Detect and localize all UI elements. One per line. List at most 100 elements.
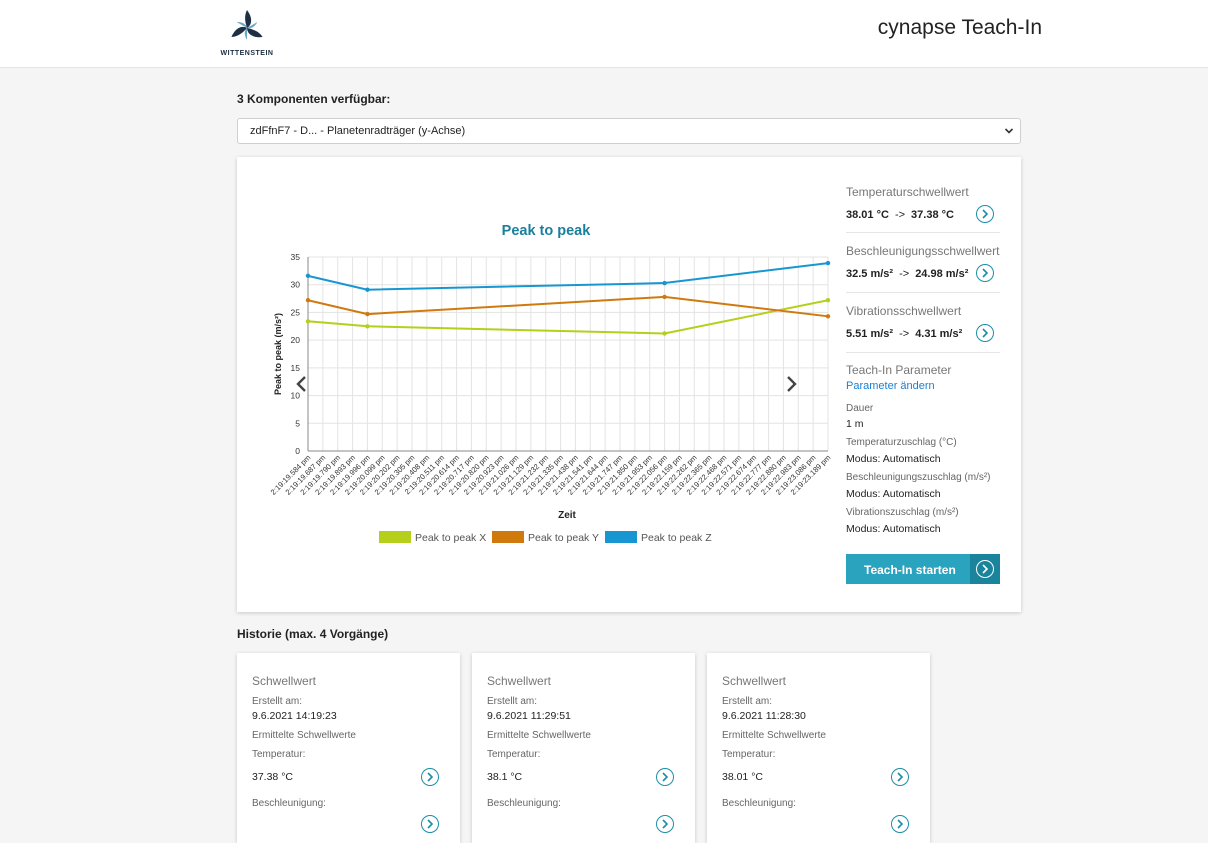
y-tick-label: 35: [291, 252, 301, 262]
chevron-right-icon[interactable]: [784, 375, 798, 393]
history-card-title: Schwellwert: [722, 674, 787, 688]
vibration-threshold-title: Vibrationsschwellwert: [846, 304, 962, 318]
x-axis-label: Zeit: [558, 510, 576, 521]
data-point: [662, 280, 667, 286]
y-tick-label: 0: [295, 446, 300, 456]
y-tick-label: 10: [291, 391, 301, 401]
series-line: [307, 299, 829, 335]
data-point: [662, 331, 667, 336]
wittenstein-logo[interactable]: WITTENSTEIN: [215, 6, 279, 62]
acceleration-label: Beschleunigung:: [252, 798, 326, 809]
chevron-right-circle-icon: [662, 772, 669, 782]
temperature-to: 37.38 °C: [911, 209, 954, 221]
history-card: Schwellwert Erstellt am: 9.6.2021 11:28:…: [707, 653, 930, 843]
acceleration-to: 24.98 m/s²: [915, 268, 969, 280]
created-label: Erstellt am:: [487, 696, 538, 707]
acceleration-detail-button[interactable]: [891, 815, 909, 833]
acceleration-from: 32.5 m/s²: [846, 268, 894, 280]
app-title: cynapse Teach-In: [877, 16, 1042, 39]
legend-swatch: [605, 531, 637, 543]
component-select-value: zdFfnF7 - D... - Planetenradträger (y-Ac…: [250, 125, 466, 137]
chart-title: Peak to peak: [502, 223, 592, 239]
components-label: 3 Komponenten verfügbar:: [237, 92, 391, 106]
divider: [846, 352, 1000, 353]
data-point: [305, 273, 311, 279]
start-teach-in-label: Teach-In starten: [864, 563, 956, 577]
data-point: [365, 287, 370, 292]
chevron-right-circle-icon: [427, 772, 434, 782]
acceleration-surcharge-value: Modus: Automatisch: [846, 488, 941, 500]
arrow-text: ->: [899, 328, 910, 340]
created-value: 9.6.2021 11:29:51: [487, 710, 571, 722]
chevron-right-circle-icon: [976, 560, 994, 578]
acceleration-threshold-title: Beschleunigungsschwellwert: [846, 244, 1000, 258]
temperature-label: Temperatur:: [722, 749, 776, 760]
chevron-right-circle-icon: [427, 819, 434, 829]
history-card: Schwellwert Erstellt am: 9.6.2021 11:29:…: [472, 653, 695, 843]
determined-thresholds-label: Ermittelte Schwellwerte: [252, 730, 356, 741]
created-value: 9.6.2021 11:28:30: [722, 710, 806, 722]
chevron-right-circle-icon: [897, 819, 904, 829]
temperature-label: Temperatur:: [487, 749, 541, 760]
legend-swatch: [379, 531, 411, 543]
x-axis-ticks: 2:19:19.584 pm2:19:19.687 pm2:19:19.790 …: [269, 453, 833, 497]
temperature-value: 38.1 °C: [487, 771, 523, 783]
temperature-detail-button[interactable]: [656, 768, 674, 786]
data-point: [365, 324, 370, 329]
y-tick-label: 30: [291, 280, 301, 290]
legend-label: Peak to peak Y: [528, 532, 599, 544]
determined-thresholds-label: Ermittelte Schwellwerte: [487, 730, 591, 741]
teach-in-parameter-title: Teach-In Parameter: [846, 363, 952, 377]
chart-legend: Peak to peak X Peak to peak Y Peak to peak…: [379, 531, 712, 544]
start-teach-in-button[interactable]: Teach-In starten: [846, 554, 1000, 584]
y-axis-ticks: 0 5 10 15 20 25 30 35: [291, 252, 301, 456]
data-point: [662, 294, 667, 300]
created-label: Erstellt am:: [252, 696, 303, 707]
data-point: [305, 298, 311, 303]
created-label: Erstellt am:: [722, 696, 773, 707]
temperature-detail-button[interactable]: [891, 768, 909, 786]
acceleration-detail-button[interactable]: [656, 815, 674, 833]
acceleration-detail-button[interactable]: [421, 815, 439, 833]
history-card: Schwellwert Erstellt am: 9.6.2021 14:19:…: [237, 653, 460, 843]
series-line: [307, 262, 829, 291]
chevron-left-icon[interactable]: [295, 375, 309, 393]
chevron-right-circle-icon: [982, 268, 989, 278]
temperature-from: 38.01 °C: [846, 209, 889, 221]
arrow-text: ->: [894, 209, 906, 221]
data-point: [825, 260, 831, 266]
acceleration-label: Beschleunigung:: [722, 798, 796, 809]
y-tick-label: 20: [291, 335, 301, 345]
start-teach-in-arrow: [970, 554, 1000, 584]
acceleration-label: Beschleunigung:: [487, 798, 561, 809]
legend-label: Peak to peak Z: [641, 532, 712, 544]
history-label: Historie (max. 4 Vorgänge): [237, 627, 389, 641]
app-header: WITTENSTEIN cynapse Teach-In: [0, 0, 1208, 68]
divider: [846, 232, 1000, 233]
chevron-right-circle-icon: [982, 328, 989, 338]
legend-label: Peak to peak X: [415, 532, 486, 544]
data-point: [365, 311, 370, 317]
component-select[interactable]: zdFfnF7 - D... - Planetenradträger (y-Ac…: [237, 118, 1021, 144]
history-card-title: Schwellwert: [252, 674, 317, 688]
chevron-right-circle-icon: [982, 209, 989, 219]
acceleration-surcharge-label: Beschleunigungszuschlag (m/s²): [846, 472, 991, 483]
data-point: [825, 314, 831, 319]
arrow-text: ->: [899, 268, 910, 280]
vibration-threshold-value: 5.51 m/s² -> 4.31 m/s²: [846, 328, 962, 340]
temperature-label: Temperatur:: [252, 749, 306, 760]
chevron-right-icon: [982, 564, 989, 574]
change-parameters-link[interactable]: Parameter ändern: [846, 380, 935, 392]
created-value: 9.6.2021 14:19:23: [252, 710, 337, 722]
logo-mark-icon: [231, 10, 263, 40]
logo-text: WITTENSTEIN: [220, 50, 274, 57]
temperature-threshold-button[interactable]: [976, 205, 994, 223]
y-tick-label: 25: [291, 307, 301, 317]
vibration-to: 4.31 m/s²: [915, 328, 963, 340]
chevron-down-icon: [1004, 128, 1014, 134]
temperature-surcharge-label: Temperaturzuschlag (°C): [846, 437, 957, 448]
acceleration-threshold-button[interactable]: [976, 264, 994, 282]
temperature-detail-button[interactable]: [421, 768, 439, 786]
vibration-threshold-button[interactable]: [976, 324, 994, 342]
determined-thresholds-label: Ermittelte Schwellwerte: [722, 730, 826, 741]
